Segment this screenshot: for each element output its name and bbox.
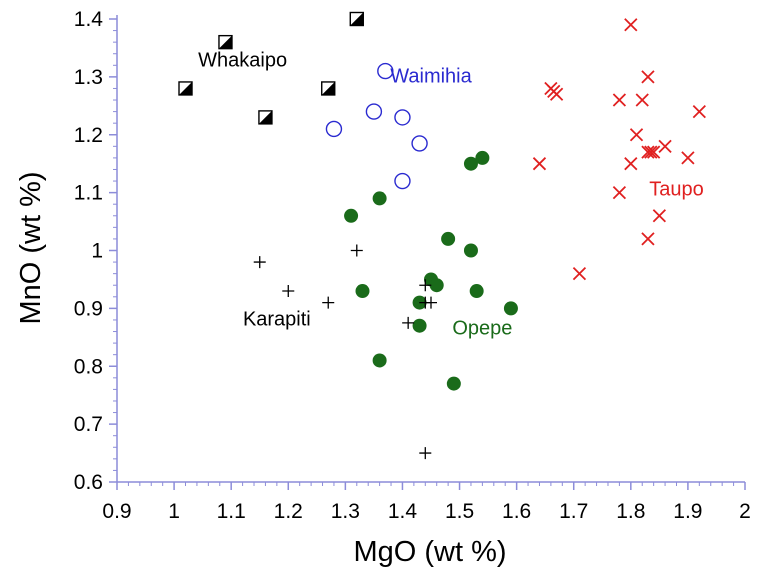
label-karapiti: Karapiti [243,309,311,331]
taupo-point [624,18,638,32]
data-points [178,11,706,460]
taupo-point [681,151,695,165]
label-waimihia: Waimihia [390,66,472,88]
x-tick-label: 0.9 [102,500,131,523]
x-tick-label: 1.7 [559,500,588,523]
karapiti-point [322,296,335,309]
taupo-point [644,145,658,159]
taupo-point [612,185,627,200]
opepe-point [355,284,370,299]
label-whakaipo: Whakaipo [198,49,287,71]
x-axis-title: MgO (wt %) [353,536,506,568]
karapiti-point [282,285,295,298]
opepe-point [463,156,478,171]
y-tick-label: 0.8 [74,355,103,378]
taupo-point [641,70,655,84]
tick-labels: 0.9 1 1.1 1.2 1.3 1.4 1.5 1.6 1.7 1.8 1.9 2 0.6 0.7 0.… [74,8,751,523]
waimihia-point [365,103,383,120]
opepe-point [344,208,359,223]
x-tick-label: 1.8 [616,500,645,523]
x-tick-label: 2 [739,500,751,523]
opepe-point [372,353,387,368]
axes [116,15,745,483]
karapiti-point [419,279,432,292]
opepe-point [429,278,444,293]
whakaipo-point [178,81,193,96]
y-tick-label: 1.1 [74,182,103,205]
x-tick-label: 1.4 [388,500,418,523]
x-tick-label: 1.6 [502,500,531,523]
taupo-point [692,104,706,119]
opepe-point [503,301,518,316]
x-tick-label: 1.1 [217,500,246,523]
taupo-point [641,232,655,246]
waimihia-point [411,135,428,152]
y-tick-label: 1 [91,240,103,263]
whakaipo-point [321,81,336,96]
y-tick-label: 1.3 [74,66,103,89]
y-tick-label: 0.7 [74,413,103,436]
taupo-point [572,267,587,281]
waimihia-point [377,62,394,80]
label-opepe: Opepe [452,317,512,339]
taupo-point [652,209,667,223]
opepe-point [441,231,456,246]
opepe-point [463,243,478,258]
opepe-point [372,191,387,206]
opepe-point [446,376,461,391]
karapiti-point [350,244,363,257]
karapiti-point [253,256,266,269]
waimihia-point [394,172,411,190]
taupo-point [641,145,655,159]
y-tick-label: 0.6 [74,471,103,494]
waimihia-point [325,120,343,138]
taupo-point [658,139,672,153]
x-tick-label: 1.2 [274,500,303,523]
x-tick-label: 1 [168,500,180,523]
taupo-point [612,93,627,107]
karapiti-point [425,296,437,309]
taupo-point [647,145,661,159]
waimihia-point [394,109,411,126]
opepe-point [475,150,490,165]
group-annotations: Whakaipo Waimihia Taupo Karapiti Opepe [198,49,704,339]
whakaipo-point [349,11,364,27]
karapiti-point [419,447,432,460]
opepe-point [412,318,427,333]
opepe-point [469,284,484,299]
taupo-point [532,157,547,171]
taupo-point [635,93,649,107]
x-tick-label: 1.3 [331,500,360,523]
y-tick-label: 1.2 [74,124,103,147]
whakaipo-point [218,34,233,50]
y-axis-title: MnO (wt %) [15,171,47,324]
whakaipo-point [258,110,273,125]
x-tick-label: 1.5 [445,500,474,523]
label-taupo: Taupo [649,179,704,201]
y-tick-label: 1.4 [74,8,104,31]
y-tick-label: 0.9 [74,297,103,320]
x-tick-label: 1.9 [673,500,702,523]
taupo-point [624,157,638,171]
karapiti-point [402,316,415,329]
taupo-point [629,128,644,142]
ticks [109,18,746,490]
taupo-point [549,87,564,101]
